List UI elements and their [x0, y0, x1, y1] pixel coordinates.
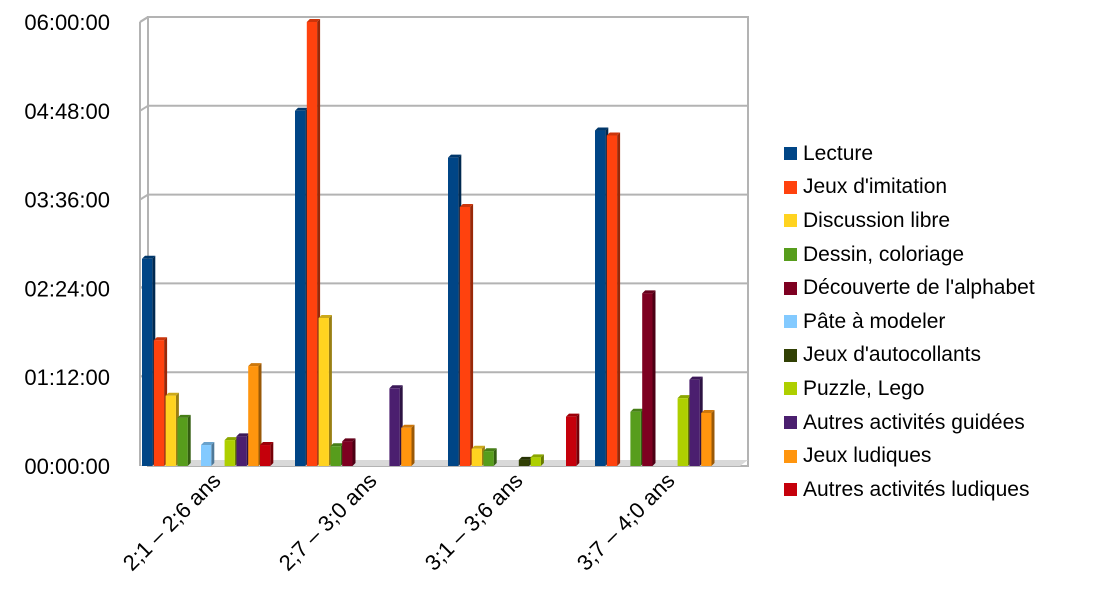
legend-label: Autres activités guidées: [803, 410, 1025, 434]
legend-label: Jeux d'autocollants: [803, 343, 981, 367]
bar: [530, 454, 544, 466]
bar: [677, 395, 691, 466]
bar: [630, 408, 644, 466]
legend-swatch: [784, 449, 797, 463]
legend-swatch: [784, 483, 797, 497]
y-tick-label: 04:48:00: [24, 99, 110, 124]
y-tick-label: 03:36:00: [24, 188, 110, 213]
legend-item: Autres activités ludiques: [784, 473, 1100, 507]
y-axis-tick-labels: 00:00:00 01:12:00 02:24:00 03:36:00 04:48:00…: [24, 10, 110, 479]
legend-label: Dessin, coloriage: [803, 242, 965, 266]
y-tick-label: 00:00:00: [24, 454, 110, 479]
y-tick-label: 01:12:00: [24, 365, 110, 390]
bar: [595, 127, 609, 467]
legend-item: Jeux d'autocollants: [784, 339, 1100, 373]
bar: [224, 437, 238, 466]
bar: [330, 443, 344, 466]
bar: [518, 456, 533, 466]
legend-swatch: [784, 315, 797, 329]
bar: [389, 385, 403, 466]
legend-label: Jeux d'imitation: [803, 175, 948, 199]
bar: [248, 363, 262, 466]
bar: [606, 132, 621, 466]
legend-swatch: [784, 416, 797, 430]
gridline-side: [139, 193, 149, 201]
legend-label: Découverte de l'alphabet: [803, 276, 1035, 300]
legend-label: Puzzle, Lego: [803, 376, 925, 400]
legend-item: Jeux d'imitation: [784, 171, 1100, 205]
legend-label: Autres activités ludiques: [803, 477, 1030, 501]
bar: [701, 409, 715, 466]
x-category-label: 2;1 – 2;6 ans: [118, 468, 226, 576]
x-axis-category-labels: 2;1 – 2;6 ans 2;7 – 3;0 ans 3;1 – 3;6 ans 3…: [118, 468, 680, 576]
legend-label: Discussion libre: [803, 208, 951, 232]
bar: [459, 204, 474, 466]
legend-item: Discussion libre: [784, 204, 1100, 238]
bars: [142, 19, 715, 467]
legend-item: Découverte de l'alphabet: [784, 271, 1100, 305]
y-tick-label: 02:24:00: [24, 276, 110, 301]
legend-item: Lecture: [784, 137, 1100, 171]
bar: [153, 337, 168, 466]
legend-item: Jeux ludiques: [784, 439, 1100, 473]
legend-swatch: [784, 248, 797, 262]
bar: [177, 414, 191, 466]
bar: [318, 315, 332, 466]
bar: [483, 448, 497, 466]
legend: Lecture Jeux d'imitation Discussion libre D…: [784, 137, 1100, 507]
bar: [401, 424, 415, 466]
bar: [471, 445, 485, 466]
bar: [260, 442, 274, 466]
gridline-side: [139, 104, 149, 112]
bar: [566, 413, 580, 466]
legend-swatch: [784, 348, 797, 362]
bar: [236, 433, 250, 466]
bar: [295, 107, 309, 467]
legend-label: Jeux ludiques: [803, 444, 932, 468]
bar: [142, 255, 156, 466]
legend-swatch: [784, 214, 797, 228]
legend-item: Autres activités guidées: [784, 406, 1100, 440]
bar: [689, 376, 703, 466]
bar: [201, 442, 215, 466]
legend-swatch: [784, 281, 797, 295]
legend-swatch: [784, 382, 797, 396]
y-tick-label: 06:00:00: [24, 10, 110, 35]
legend-swatch: [784, 180, 797, 194]
bar: [642, 290, 656, 466]
legend-item: Dessin, coloriage: [784, 238, 1100, 272]
legend-item: Puzzle, Lego: [784, 372, 1100, 406]
bar: [448, 154, 462, 466]
legend-item: Pâte à modeler: [784, 305, 1100, 339]
bar: [342, 438, 356, 466]
legend-label: Lecture: [803, 141, 874, 165]
legend-label: Pâte à modeler: [803, 309, 946, 333]
x-category-label: 3;7 – 4;0 ans: [572, 468, 680, 576]
chart-side-top: [139, 16, 149, 23]
bar: [165, 392, 179, 466]
legend-swatch: [784, 147, 797, 161]
bar: [306, 19, 321, 466]
x-category-label: 2;7 – 3;0 ans: [274, 468, 382, 576]
x-category-label: 3;1 – 3;6 ans: [420, 468, 528, 576]
